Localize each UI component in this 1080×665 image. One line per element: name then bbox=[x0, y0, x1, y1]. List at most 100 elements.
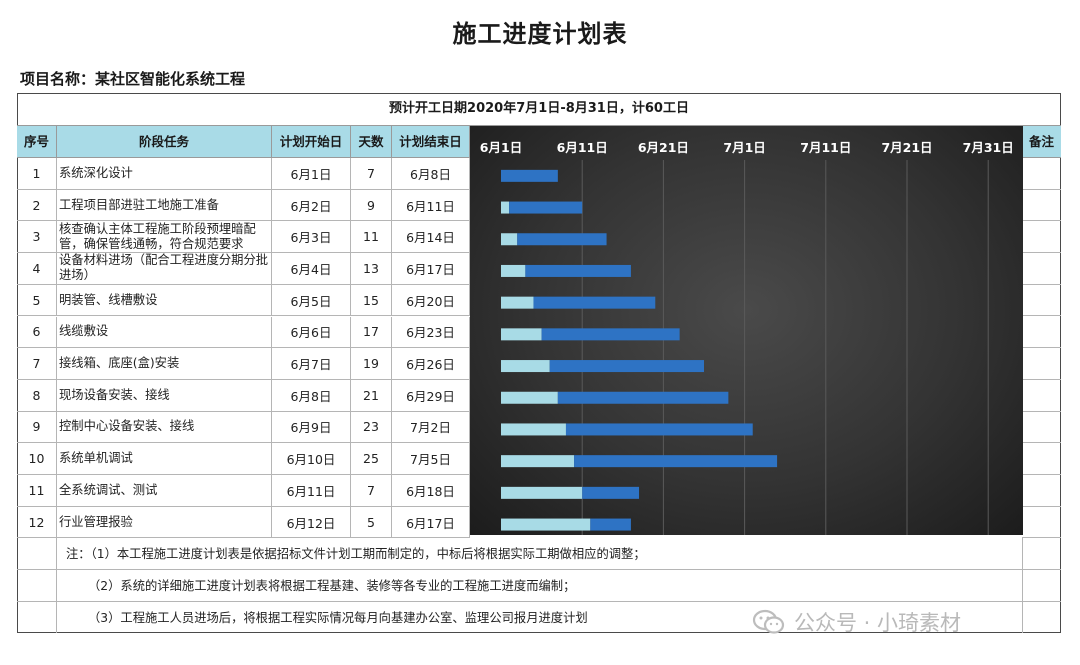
row-7-seq: 7 bbox=[17, 348, 57, 380]
row-6-remark bbox=[1022, 317, 1061, 349]
row-3-days: 11 bbox=[351, 221, 392, 254]
row-4-seq: 4 bbox=[17, 253, 57, 285]
row-12-end: 6月17日 bbox=[392, 506, 470, 539]
gantt-bar-duration bbox=[582, 486, 640, 499]
x-tick-label: 7月21日 bbox=[881, 140, 932, 155]
row-7-remark bbox=[1022, 348, 1061, 380]
watermark: 公众号 · 小琦素材 bbox=[752, 606, 961, 638]
row-9-start: 6月9日 bbox=[272, 411, 351, 444]
gantt-bar-duration bbox=[509, 201, 583, 214]
header-task: 阶段任务 bbox=[57, 126, 272, 158]
row-11-remark bbox=[1022, 475, 1061, 507]
row-2-days: 9 bbox=[351, 189, 392, 222]
row-3-task: 核查确认主体工程施工阶段预埋暗配管，确保管线通畅，符合规范要求 bbox=[57, 221, 272, 254]
header-seq: 序号 bbox=[17, 126, 57, 158]
header-start: 计划开始日 bbox=[272, 126, 351, 158]
row-5-seq: 5 bbox=[17, 284, 57, 317]
gantt-bar-duration bbox=[541, 328, 680, 341]
gantt-svg: 6月1日 6月11日 6月21日 7月1日 7月11日 7月21日 7月31日 bbox=[480, 140, 1014, 535]
note-blank-cell bbox=[17, 602, 57, 633]
row-12-start: 6月12日 bbox=[272, 506, 351, 539]
row-1-task: 系统深化设计 bbox=[57, 158, 272, 190]
row-11-end: 6月18日 bbox=[392, 475, 470, 507]
row-8-days: 21 bbox=[351, 379, 392, 412]
row-4-end: 6月17日 bbox=[392, 253, 470, 285]
gantt-bar-offset bbox=[501, 264, 526, 277]
row-7-days: 19 bbox=[351, 348, 392, 380]
row-11-seq: 11 bbox=[17, 475, 57, 507]
watermark-text: 公众号 · 小琦素材 bbox=[794, 611, 962, 635]
row-7-start: 6月7日 bbox=[272, 348, 351, 380]
row-6-task: 线缆敷设 bbox=[57, 316, 272, 349]
note-blank-cell bbox=[17, 538, 57, 570]
row-1-end: 6月8日 bbox=[392, 158, 470, 190]
row-6-end: 6月23日 bbox=[392, 316, 470, 349]
row-8-start: 6月8日 bbox=[272, 379, 351, 412]
gantt-chart: 6月1日 6月11日 6月21日 7月1日 7月11日 7月21日 7月31日 bbox=[470, 126, 1023, 535]
note-line-2: （2）系统的详细施工进度计划表将根据工程基建、装修等各专业的工程施工进度而编制； bbox=[57, 570, 1023, 602]
wechat-icon bbox=[752, 609, 785, 634]
gantt-bar-duration bbox=[565, 423, 753, 436]
gantt-bar-duration bbox=[533, 296, 656, 309]
gantt-bar-offset bbox=[501, 455, 575, 468]
row-4-remark bbox=[1022, 253, 1061, 285]
row-2-start: 6月2日 bbox=[272, 189, 351, 222]
row-6-seq: 6 bbox=[17, 316, 57, 349]
row-5-end: 6月20日 bbox=[392, 284, 470, 317]
project-name: 项目名称：某社区智能化系统工程 bbox=[20, 70, 246, 88]
row-3-start: 6月3日 bbox=[272, 221, 351, 254]
row-6-days: 17 bbox=[351, 316, 392, 349]
x-tick-label: 6月11日 bbox=[557, 140, 608, 155]
gantt-bar-offset bbox=[501, 518, 591, 531]
row-9-task: 控制中心设备安装、接线 bbox=[57, 411, 272, 444]
header-end: 计划结束日 bbox=[392, 126, 470, 158]
row-8-end: 6月29日 bbox=[392, 379, 470, 412]
gantt-bar-duration bbox=[501, 169, 558, 182]
row-7-task: 接线箱、底座(盒)安装 bbox=[57, 348, 272, 380]
row-9-end: 7月2日 bbox=[392, 411, 470, 444]
row-7-end: 6月26日 bbox=[392, 348, 470, 380]
gantt-bar-offset bbox=[501, 201, 510, 214]
gantt-bar-duration bbox=[590, 518, 631, 531]
row-3-seq: 3 bbox=[17, 221, 57, 254]
row-10-task: 系统单机调试 bbox=[57, 443, 272, 475]
row-12-remark bbox=[1022, 507, 1061, 539]
header-days: 天数 bbox=[351, 126, 392, 158]
note-blank-cell bbox=[17, 570, 57, 602]
row-5-task: 明装管、线槽敷设 bbox=[57, 284, 272, 317]
row-5-start: 6月5日 bbox=[272, 284, 351, 317]
row-5-days: 15 bbox=[351, 284, 392, 317]
header-remark: 备注 bbox=[1022, 126, 1061, 158]
row-9-remark bbox=[1022, 412, 1061, 444]
row-9-days: 23 bbox=[351, 411, 392, 444]
gantt-bar-offset bbox=[501, 423, 566, 436]
row-4-start: 6月4日 bbox=[272, 253, 351, 285]
gantt-bar-offset bbox=[501, 391, 558, 404]
row-2-remark bbox=[1022, 190, 1061, 222]
note-line-3: （3）工程施工人员进场后，将根据工程实际情况每月向基建办公室、监理公司报月进度计… bbox=[88, 611, 588, 625]
note-remark-cell bbox=[1022, 570, 1061, 602]
row-8-remark bbox=[1022, 380, 1061, 412]
x-tick-label: 6月1日 bbox=[480, 140, 522, 155]
row-2-end: 6月11日 bbox=[392, 189, 470, 222]
schedule-table bbox=[17, 93, 1061, 633]
row-4-days: 13 bbox=[351, 253, 392, 285]
row-5-remark bbox=[1022, 285, 1061, 317]
gantt-bar-duration bbox=[549, 360, 704, 373]
gantt-bar-duration bbox=[525, 264, 631, 277]
gantt-bar-offset bbox=[501, 360, 550, 373]
note-remark-cell bbox=[1022, 538, 1061, 570]
row-8-seq: 8 bbox=[17, 379, 57, 412]
row-6-start: 6月6日 bbox=[272, 316, 351, 349]
row-10-end: 7月5日 bbox=[392, 443, 470, 475]
row-10-remark bbox=[1022, 443, 1061, 475]
row-1-days: 7 bbox=[351, 158, 392, 190]
note-line-1: 注：（1）本工程施工进度计划表是依据招标文件计划工期而制定的，中标后将根据实际工… bbox=[57, 538, 1023, 570]
row-2-task: 工程项目部进驻工地施工准备 bbox=[57, 189, 272, 222]
row-12-task: 行业管理报验 bbox=[57, 506, 272, 539]
row-1-remark bbox=[1022, 158, 1061, 190]
gantt-bar-duration bbox=[517, 233, 607, 246]
x-tick-label: 7月1日 bbox=[723, 140, 765, 155]
page-title: 施工进度计划表 bbox=[452, 20, 628, 48]
row-11-start: 6月11日 bbox=[272, 475, 351, 507]
